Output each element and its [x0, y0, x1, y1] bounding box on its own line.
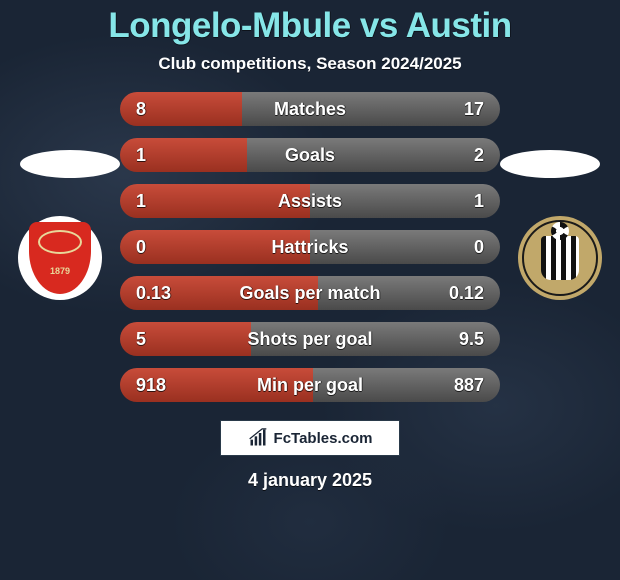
comparison-area: 8 Matches 17 1 Goals 2 1 Assists 1 0 Hattricks 0 0.1… [0, 92, 620, 402]
shadow-oval-right [500, 150, 600, 178]
stat-left-value: 0 [136, 237, 176, 258]
stat-label: Goals per match [239, 283, 380, 304]
player-left-badge [10, 154, 110, 254]
bar-content: 8 Matches 17 [120, 92, 500, 126]
page-title: Longelo-Mbule vs Austin [0, 6, 620, 46]
stat-label: Assists [278, 191, 342, 212]
bar-content: 5 Shots per goal 9.5 [120, 322, 500, 356]
page-subtitle: Club competitions, Season 2024/2025 [0, 54, 620, 74]
stat-bar: 5 Shots per goal 9.5 [120, 322, 500, 356]
chart-icon [248, 428, 268, 448]
branding-text: FcTables.com [274, 430, 373, 447]
stat-bar: 1 Goals 2 [120, 138, 500, 172]
stat-right-value: 2 [444, 145, 484, 166]
shadow-oval-left [20, 150, 120, 178]
stat-bar: 1 Assists 1 [120, 184, 500, 218]
stat-right-value: 1 [444, 191, 484, 212]
stat-left-value: 918 [136, 375, 176, 396]
stat-label: Min per goal [257, 375, 363, 396]
stat-right-value: 887 [444, 375, 484, 396]
stat-bar: 0.13 Goals per match 0.12 [120, 276, 500, 310]
crest-left-shield-icon [29, 222, 91, 294]
branding-badge: FcTables.com [220, 420, 400, 456]
bar-content: 1 Goals 2 [120, 138, 500, 172]
stat-right-value: 0.12 [444, 283, 484, 304]
stat-left-value: 1 [136, 191, 176, 212]
stat-left-value: 5 [136, 329, 176, 350]
stat-right-value: 0 [444, 237, 484, 258]
crest-right-shield-icon [541, 236, 579, 280]
bar-content: 0 Hattricks 0 [120, 230, 500, 264]
bar-content: 1 Assists 1 [120, 184, 500, 218]
stat-bar: 8 Matches 17 [120, 92, 500, 126]
stat-label: Matches [274, 99, 346, 120]
stat-bar: 0 Hattricks 0 [120, 230, 500, 264]
stat-bars: 8 Matches 17 1 Goals 2 1 Assists 1 0 Hattricks 0 0.1… [120, 92, 500, 402]
crest-right [518, 216, 602, 300]
stat-bar: 918 Min per goal 887 [120, 368, 500, 402]
stat-left-value: 1 [136, 145, 176, 166]
infographic-root: Longelo-Mbule vs Austin Club competition… [0, 0, 620, 580]
stat-label: Shots per goal [247, 329, 372, 350]
date-text: 4 january 2025 [0, 470, 620, 491]
crest-left [18, 216, 102, 300]
player-right-badge [510, 154, 610, 254]
bar-content: 0.13 Goals per match 0.12 [120, 276, 500, 310]
bar-content: 918 Min per goal 887 [120, 368, 500, 402]
stat-label: Goals [285, 145, 335, 166]
stat-left-value: 8 [136, 99, 176, 120]
stat-right-value: 9.5 [444, 329, 484, 350]
stat-label: Hattricks [271, 237, 348, 258]
stat-right-value: 17 [444, 99, 484, 120]
stat-left-value: 0.13 [136, 283, 176, 304]
